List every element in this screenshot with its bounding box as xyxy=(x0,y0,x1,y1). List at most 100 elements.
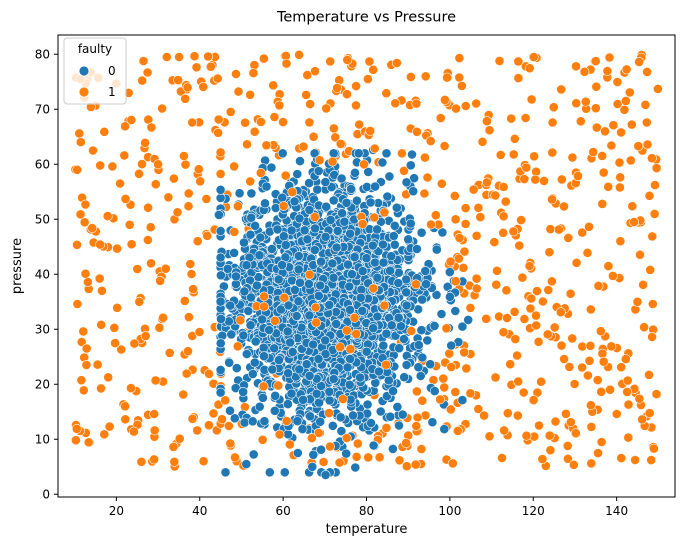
point-faulty-1 xyxy=(497,452,507,463)
point-faulty-0 xyxy=(302,234,313,245)
point-faulty-1 xyxy=(180,93,191,104)
point-faulty-1 xyxy=(473,404,484,414)
point-faulty-0 xyxy=(309,245,320,255)
point-faulty-0 xyxy=(407,149,417,160)
point-faulty-1 xyxy=(509,133,520,144)
point-faulty-0 xyxy=(332,225,343,236)
point-faulty-0 xyxy=(246,212,257,223)
point-faulty-1 xyxy=(502,408,513,419)
point-faulty-1 xyxy=(83,437,94,448)
point-faulty-1 xyxy=(368,283,379,294)
point-faulty-0 xyxy=(250,336,261,347)
point-faulty-1 xyxy=(633,141,644,151)
point-faulty-1 xyxy=(612,99,623,109)
point-faulty-1 xyxy=(531,310,541,321)
point-faulty-0 xyxy=(328,148,339,159)
point-faulty-1 xyxy=(232,341,243,352)
point-faulty-1 xyxy=(644,369,654,380)
point-faulty-1 xyxy=(143,202,153,213)
point-faulty-0 xyxy=(229,413,240,424)
point-faulty-1 xyxy=(603,181,614,192)
point-faulty-1 xyxy=(571,98,582,109)
point-faulty-1 xyxy=(508,149,519,160)
point-faulty-1 xyxy=(153,159,163,170)
point-faulty-0 xyxy=(377,157,388,168)
point-faulty-1 xyxy=(245,176,256,187)
point-faulty-1 xyxy=(142,235,153,245)
point-faulty-1 xyxy=(215,168,226,179)
point-faulty-1 xyxy=(642,67,652,77)
point-faulty-1 xyxy=(351,100,361,111)
point-faulty-1 xyxy=(351,328,362,339)
point-faulty-0 xyxy=(246,188,257,199)
point-faulty-1 xyxy=(533,336,544,347)
point-faulty-1 xyxy=(516,215,526,225)
point-faulty-1 xyxy=(120,401,130,412)
point-faulty-0 xyxy=(439,424,450,434)
point-faulty-0 xyxy=(270,203,281,213)
point-faulty-1 xyxy=(524,261,535,271)
point-faulty-0 xyxy=(370,377,381,388)
point-faulty-1 xyxy=(456,81,467,91)
point-faulty-1 xyxy=(426,219,436,230)
point-faulty-0 xyxy=(294,213,305,224)
point-faulty-0 xyxy=(408,186,419,197)
point-faulty-1 xyxy=(420,71,431,82)
point-faulty-1 xyxy=(647,231,658,242)
point-faulty-0 xyxy=(324,386,335,397)
point-faulty-0 xyxy=(213,209,224,220)
point-faulty-0 xyxy=(411,244,422,254)
point-faulty-0 xyxy=(446,340,457,351)
point-faulty-0 xyxy=(345,304,355,315)
point-faulty-1 xyxy=(401,461,412,472)
point-faulty-1 xyxy=(445,256,456,267)
point-faulty-0 xyxy=(357,266,368,276)
point-faulty-1 xyxy=(120,414,131,425)
point-faulty-1 xyxy=(411,386,422,397)
point-faulty-1 xyxy=(629,217,639,227)
point-faulty-0 xyxy=(264,325,274,335)
point-faulty-1 xyxy=(195,176,206,187)
point-faulty-0 xyxy=(346,269,357,280)
x-tick-label: 60 xyxy=(275,504,290,518)
point-faulty-0 xyxy=(444,267,455,277)
point-faulty-1 xyxy=(269,315,280,326)
point-faulty-1 xyxy=(345,344,356,355)
point-faulty-1 xyxy=(173,75,183,85)
point-faulty-1 xyxy=(514,240,525,251)
point-faulty-0 xyxy=(243,306,254,316)
point-faulty-1 xyxy=(163,192,174,203)
point-faulty-1 xyxy=(528,395,539,405)
point-faulty-0 xyxy=(313,290,324,301)
point-faulty-1 xyxy=(550,416,561,427)
point-faulty-1 xyxy=(451,103,461,114)
point-faulty-0 xyxy=(299,225,310,236)
y-tick-label: 10 xyxy=(35,432,50,446)
point-faulty-1 xyxy=(593,280,604,291)
point-faulty-1 xyxy=(499,425,509,436)
point-faulty-1 xyxy=(287,187,298,197)
point-faulty-1 xyxy=(582,247,593,258)
point-faulty-0 xyxy=(229,247,239,258)
point-faulty-0 xyxy=(215,252,226,263)
point-faulty-0 xyxy=(355,372,365,383)
point-faulty-0 xyxy=(247,369,258,379)
point-faulty-1 xyxy=(369,143,380,154)
point-faulty-1 xyxy=(274,429,285,440)
point-faulty-0 xyxy=(245,320,256,331)
point-faulty-1 xyxy=(586,421,597,432)
point-faulty-1 xyxy=(461,363,472,374)
point-faulty-1 xyxy=(381,422,392,433)
point-faulty-1 xyxy=(231,69,241,79)
point-faulty-1 xyxy=(306,433,317,443)
point-faulty-1 xyxy=(491,279,502,290)
point-faulty-0 xyxy=(312,184,323,195)
point-faulty-0 xyxy=(420,266,431,276)
point-faulty-1 xyxy=(120,121,130,132)
point-faulty-0 xyxy=(325,214,336,225)
point-faulty-0 xyxy=(431,289,442,300)
point-faulty-0 xyxy=(239,286,250,297)
point-faulty-0 xyxy=(270,390,281,401)
point-faulty-0 xyxy=(321,201,332,212)
point-faulty-1 xyxy=(406,326,417,336)
